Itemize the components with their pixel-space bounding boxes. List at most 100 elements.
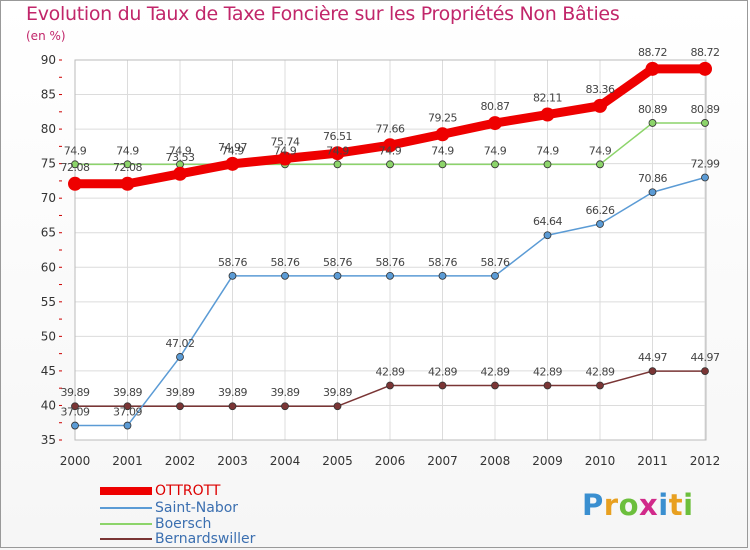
data-label: 88.72	[691, 46, 720, 59]
data-label: 83.36	[586, 83, 615, 96]
x-tick-label: 2003	[217, 454, 248, 468]
logo-letter: i	[658, 488, 669, 522]
data-label: 77.66	[376, 122, 405, 135]
legend-swatch	[100, 487, 152, 495]
data-label: 64.64	[533, 215, 562, 228]
data-point	[543, 381, 552, 390]
data-point	[596, 160, 604, 169]
y-tick-label: 35	[41, 433, 56, 447]
data-point	[438, 160, 447, 169]
data-label: 42.89	[428, 365, 457, 378]
data-label: 39.89	[113, 386, 142, 399]
data-point	[488, 116, 502, 131]
data-label: 80.87	[481, 100, 510, 113]
y-tick-label: 90	[41, 53, 56, 67]
data-label: 44.97	[638, 351, 667, 364]
data-label: 74.9	[379, 144, 402, 157]
data-point	[698, 61, 712, 76]
legend-label: Boersch	[155, 516, 212, 532]
legend-swatch	[100, 523, 152, 525]
data-label: 58.76	[376, 256, 405, 269]
logo-letter: P	[582, 488, 604, 522]
data-label: 72.08	[113, 161, 142, 174]
data-point	[435, 127, 450, 142]
data-point	[491, 271, 499, 280]
data-label: 80.89	[691, 103, 720, 116]
x-tick-label: 2009	[532, 454, 563, 468]
y-tick-label: 85	[41, 88, 56, 102]
data-label: 74.9	[116, 144, 139, 157]
data-point	[386, 160, 394, 169]
data-point	[701, 119, 709, 127]
data-label: 58.76	[323, 256, 352, 269]
data-label: 74.9	[431, 144, 454, 157]
data-point	[173, 166, 187, 181]
data-point	[333, 160, 342, 169]
data-label: 72.08	[61, 161, 90, 174]
data-point	[645, 61, 660, 76]
data-point	[701, 173, 709, 182]
data-point	[278, 151, 292, 166]
logo-letter: i	[683, 488, 694, 522]
data-point	[543, 231, 552, 240]
y-tick-label: 40	[41, 398, 56, 412]
data-label: 39.89	[166, 386, 195, 399]
data-label: 58.76	[218, 256, 247, 269]
data-point	[228, 271, 237, 280]
data-label: 39.89	[271, 386, 300, 399]
data-point	[123, 160, 132, 169]
data-label: 58.76	[271, 256, 300, 269]
x-tick-label: 2006	[375, 454, 406, 468]
x-tick-label: 2007	[427, 454, 458, 468]
data-point	[333, 402, 342, 411]
y-tick-label: 45	[41, 364, 56, 378]
data-label: 47.02	[166, 337, 195, 350]
y-tick-label: 65	[41, 226, 56, 240]
data-label: 74.9	[64, 144, 87, 157]
data-label: 44.97	[691, 351, 720, 364]
data-label: 37.09	[61, 406, 90, 419]
data-label: 74.9	[221, 144, 244, 157]
data-label: 74.9	[326, 144, 349, 157]
chart-title: Evolution du Taux de Taxe Foncière sur l…	[26, 3, 620, 25]
y-tick-label: 75	[41, 157, 56, 171]
data-point	[71, 402, 79, 411]
logo-letter: t	[668, 488, 684, 522]
data-point	[176, 402, 184, 411]
legend-swatch	[100, 507, 152, 509]
y-unit-label: (en %)	[26, 29, 66, 43]
x-tick-label: 2002	[165, 454, 196, 468]
data-label: 74.9	[274, 144, 297, 157]
data-point	[386, 381, 394, 390]
data-label: 74.9	[169, 144, 192, 157]
data-point	[543, 160, 552, 169]
data-point	[225, 156, 240, 171]
data-point	[491, 160, 499, 169]
data-point	[596, 220, 604, 228]
data-point	[68, 176, 82, 191]
data-point	[228, 402, 237, 411]
data-point	[438, 381, 447, 390]
data-label: 58.76	[428, 256, 457, 269]
data-label: 42.89	[533, 365, 562, 378]
data-point	[71, 160, 79, 169]
x-tick-label: 2004	[270, 454, 301, 468]
x-tick-label: 2011	[637, 454, 668, 468]
data-point	[71, 421, 79, 430]
data-point	[648, 367, 657, 376]
data-point	[123, 421, 132, 430]
x-tick-label: 2001	[112, 454, 143, 468]
data-point	[491, 381, 499, 390]
y-tick-label: 55	[41, 295, 56, 309]
proxiti-logo: Proxiti	[582, 488, 694, 522]
data-point	[383, 138, 397, 153]
data-point	[281, 402, 289, 411]
y-tick-label: 80	[41, 122, 56, 136]
data-label: 58.76	[481, 256, 510, 269]
y-tick-label: 70	[41, 191, 56, 205]
data-point	[120, 176, 135, 191]
data-point	[701, 367, 709, 376]
data-label: 42.89	[376, 365, 405, 378]
data-label: 66.26	[586, 204, 615, 217]
